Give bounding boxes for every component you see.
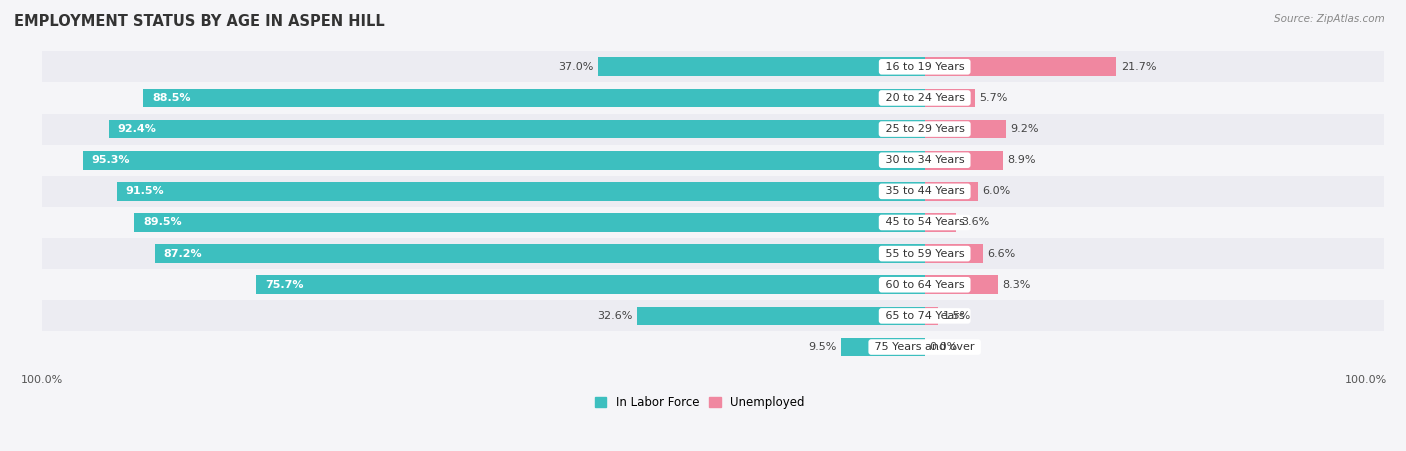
Text: 91.5%: 91.5% <box>125 186 165 196</box>
Text: 65 to 74 Years: 65 to 74 Years <box>882 311 967 321</box>
Text: 1.5%: 1.5% <box>942 311 970 321</box>
Bar <box>155 244 925 263</box>
Text: 95.3%: 95.3% <box>91 155 131 165</box>
Text: 45 to 54 Years: 45 to 54 Years <box>882 217 967 227</box>
Text: 88.5%: 88.5% <box>152 93 190 103</box>
Bar <box>925 276 998 294</box>
Text: 87.2%: 87.2% <box>163 249 202 258</box>
Bar <box>925 213 956 232</box>
Text: 9.2%: 9.2% <box>1011 124 1039 134</box>
Text: 37.0%: 37.0% <box>558 62 593 72</box>
Bar <box>42 300 1406 331</box>
Bar <box>925 57 1116 76</box>
Text: 16 to 19 Years: 16 to 19 Years <box>882 62 967 72</box>
Text: Source: ZipAtlas.com: Source: ZipAtlas.com <box>1274 14 1385 23</box>
Text: 6.0%: 6.0% <box>983 186 1011 196</box>
Text: 25 to 29 Years: 25 to 29 Years <box>882 124 967 134</box>
Text: 75.7%: 75.7% <box>264 280 304 290</box>
Bar <box>598 57 925 76</box>
Text: 35 to 44 Years: 35 to 44 Years <box>882 186 967 196</box>
Text: 3.6%: 3.6% <box>960 217 990 227</box>
Bar <box>925 88 974 107</box>
Text: 0.0%: 0.0% <box>929 342 957 352</box>
Text: 92.4%: 92.4% <box>118 124 156 134</box>
Text: 21.7%: 21.7% <box>1121 62 1156 72</box>
Text: 8.9%: 8.9% <box>1008 155 1036 165</box>
Text: 100.0%: 100.0% <box>1346 375 1388 385</box>
Bar <box>42 83 1406 114</box>
Text: 5.7%: 5.7% <box>980 93 1008 103</box>
Text: 8.3%: 8.3% <box>1002 280 1031 290</box>
Bar <box>925 307 938 325</box>
Text: 20 to 24 Years: 20 to 24 Years <box>882 93 967 103</box>
Bar <box>42 331 1406 363</box>
Bar <box>925 244 983 263</box>
Bar <box>42 51 1406 83</box>
Bar <box>117 182 925 201</box>
Text: 30 to 34 Years: 30 to 34 Years <box>882 155 967 165</box>
Text: EMPLOYMENT STATUS BY AGE IN ASPEN HILL: EMPLOYMENT STATUS BY AGE IN ASPEN HILL <box>14 14 385 28</box>
Text: 32.6%: 32.6% <box>598 311 633 321</box>
Text: 100.0%: 100.0% <box>21 375 63 385</box>
Text: 6.6%: 6.6% <box>987 249 1015 258</box>
Bar <box>42 207 1406 238</box>
Bar <box>134 213 925 232</box>
Text: 60 to 64 Years: 60 to 64 Years <box>882 280 967 290</box>
Text: 55 to 59 Years: 55 to 59 Years <box>882 249 967 258</box>
Legend: In Labor Force, Unemployed: In Labor Force, Unemployed <box>595 396 804 410</box>
Text: 9.5%: 9.5% <box>808 342 837 352</box>
Text: 89.5%: 89.5% <box>143 217 181 227</box>
Bar <box>42 145 1406 176</box>
Bar <box>42 176 1406 207</box>
Bar <box>42 114 1406 145</box>
Bar <box>925 182 977 201</box>
Bar <box>925 151 1004 170</box>
Bar <box>637 307 925 325</box>
Bar <box>143 88 925 107</box>
Bar <box>108 120 925 138</box>
Bar <box>83 151 925 170</box>
Bar <box>841 338 925 356</box>
Text: 75 Years and over: 75 Years and over <box>872 342 979 352</box>
Bar <box>256 276 925 294</box>
Bar <box>42 269 1406 300</box>
Bar <box>925 120 1005 138</box>
Bar <box>42 238 1406 269</box>
